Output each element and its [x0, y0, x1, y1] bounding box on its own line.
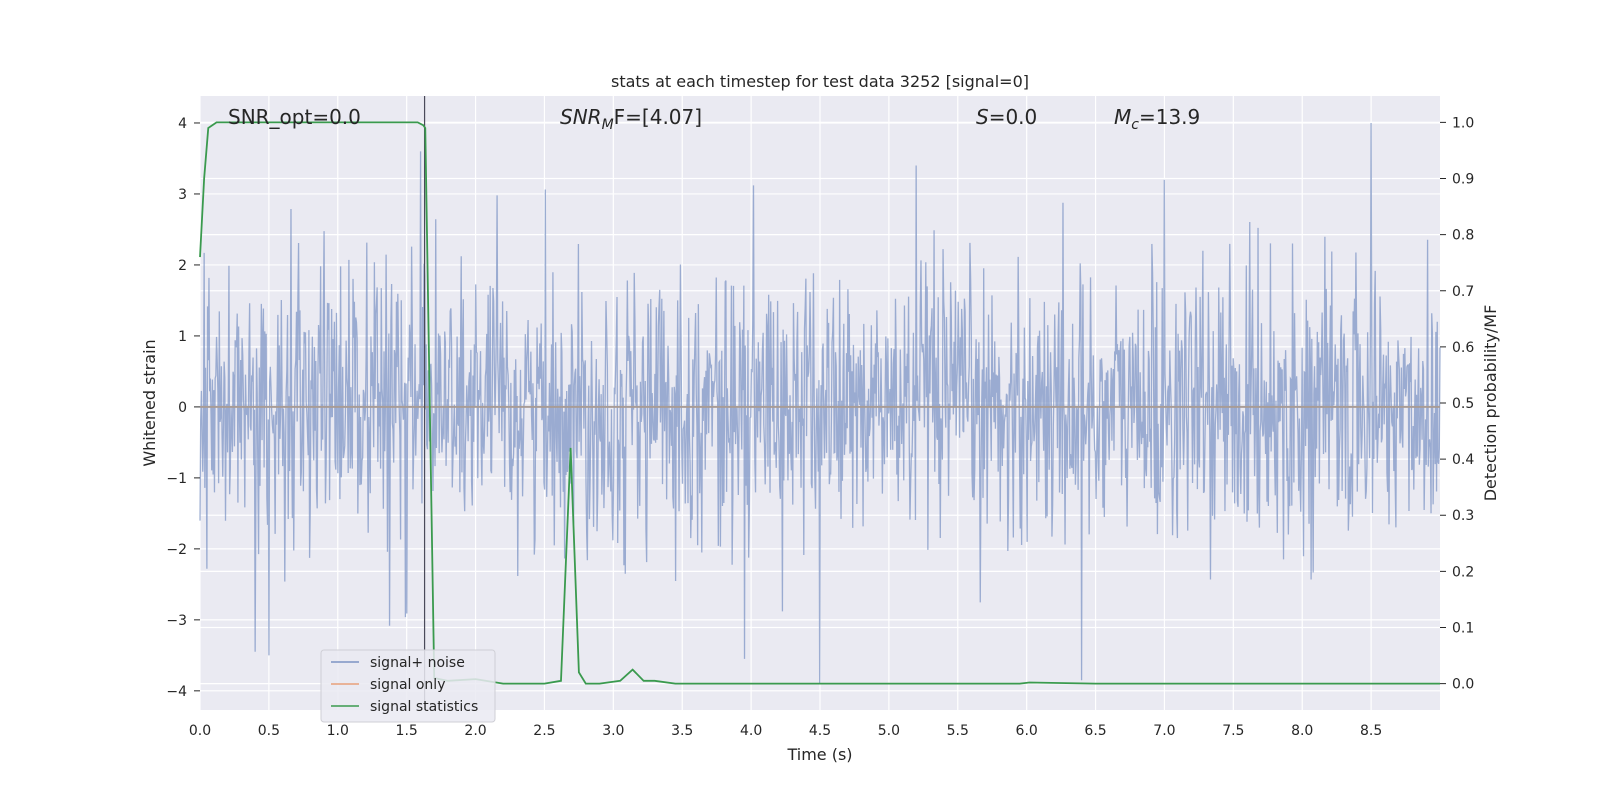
- x-tick-label-15: 7.5: [1222, 723, 1244, 739]
- x-tick-label-8: 4.0: [740, 723, 762, 739]
- x-tick-label-13: 6.5: [1084, 723, 1106, 739]
- x-tick-label-1: 0.5: [258, 723, 280, 739]
- series-signal-statistics: [199, 121, 1440, 685]
- y-left-tick-label-2: 2: [178, 258, 187, 274]
- y-right-tick-label-8: 0.2: [1452, 564, 1474, 580]
- y-right-tick-label-3: 0.7: [1452, 284, 1474, 300]
- y-left-tick-label-6: −2: [166, 542, 187, 558]
- y-left-axis-ticks: 4 3 2 1 0 −1 −2 −3 −4: [166, 116, 200, 700]
- annotation-s: S=0.0: [976, 105, 1037, 129]
- y-left-tick-label-4: 0: [178, 400, 187, 416]
- legend-label-signal-noise: signal+ noise: [370, 655, 465, 671]
- annotation-snr-mf-subscript: M: [602, 117, 614, 133]
- annotation-s-value: =0.0: [989, 105, 1038, 129]
- y-right-tick-label-4: 0.6: [1452, 340, 1474, 356]
- x-tick-label-9: 4.5: [809, 723, 831, 739]
- x-tick-label-17: 8.5: [1360, 723, 1382, 739]
- legend-label-signal-only: signal only: [370, 677, 445, 693]
- y-right-axis-ticks: 1.0 0.9 0.8 0.7 0.6 0.5 0.4 0.3 0.2 0.1 0.0: [1440, 115, 1474, 693]
- x-tick-label-10: 5.0: [878, 723, 900, 739]
- y-left-tick-label-1: 3: [178, 187, 187, 203]
- x-tick-label-2: 1.0: [327, 723, 349, 739]
- y-right-axis-label: Detection probability/MF: [1481, 305, 1500, 502]
- y-left-tick-label-5: −1: [166, 471, 187, 487]
- chart-title: stats at each timestep for test data 325…: [611, 72, 1029, 91]
- y-left-tick-label-7: −3: [166, 613, 187, 629]
- annotation-snr-mf-value: F=[4.07]: [614, 105, 702, 129]
- x-tick-label-0: 0.0: [189, 723, 211, 739]
- x-tick-label-7: 3.5: [671, 723, 693, 739]
- annotation-snr-mf: SNRMF=[4.07]: [560, 105, 702, 133]
- x-axis-label: Time (s): [786, 745, 852, 764]
- y-right-tick-label-1: 0.9: [1452, 172, 1474, 188]
- legend-label-signal-statistics: signal statistics: [370, 699, 478, 715]
- x-tick-label-12: 6.0: [1016, 723, 1038, 739]
- annotation-mc: Mc=13.9: [1114, 105, 1200, 133]
- y-right-tick-label-2: 0.8: [1452, 228, 1474, 244]
- y-left-tick-label-8: −4: [166, 684, 187, 700]
- y-right-tick-label-10: 0.0: [1452, 677, 1474, 693]
- x-tick-label-3: 1.5: [396, 723, 418, 739]
- x-tick-label-6: 3.0: [602, 723, 624, 739]
- x-tick-label-4: 2.0: [464, 723, 486, 739]
- annotation-mc-subscript: c: [1131, 117, 1139, 133]
- legend: signal+ noise signal only signal statist…: [320, 649, 496, 723]
- legend-box: [320, 649, 496, 723]
- annotation-snr-opt: SNR_opt=0.0: [228, 105, 361, 129]
- y-right-tick-label-0: 1.0: [1452, 115, 1474, 131]
- x-tick-label-14: 7.0: [1153, 723, 1175, 739]
- y-left-tick-label-3: 1: [178, 329, 187, 345]
- y-right-tick-label-7: 0.3: [1452, 508, 1474, 524]
- x-tick-label-16: 8.0: [1291, 723, 1313, 739]
- annotation-mc-symbol: M: [1114, 105, 1131, 129]
- x-tick-label-11: 5.5: [947, 723, 969, 739]
- y-right-tick-label-6: 0.4: [1452, 452, 1474, 468]
- y-left-tick-label-0: 4: [178, 116, 187, 132]
- y-right-tick-label-5: 0.5: [1452, 396, 1474, 412]
- x-axis-ticks: 0.0 0.5 1.0 1.5 2.0 2.5 3.0 3.5 4.0 4.5 5.0 5.5 6.0 6…: [189, 723, 1382, 739]
- x-tick-label-5: 2.5: [533, 723, 555, 739]
- series-line-signal-statistics: [199, 121, 1440, 685]
- series-signal-noise: [199, 122, 1441, 684]
- series-line-signal-noise: [199, 122, 1441, 684]
- annotation-s-symbol: S: [976, 105, 989, 129]
- annotation-mc-value: =13.9: [1139, 105, 1200, 129]
- y-left-axis-label: Whitened strain: [140, 339, 159, 466]
- y-right-tick-label-9: 0.1: [1452, 620, 1474, 636]
- annotation-snr-mf-symbol: SNR: [560, 105, 602, 129]
